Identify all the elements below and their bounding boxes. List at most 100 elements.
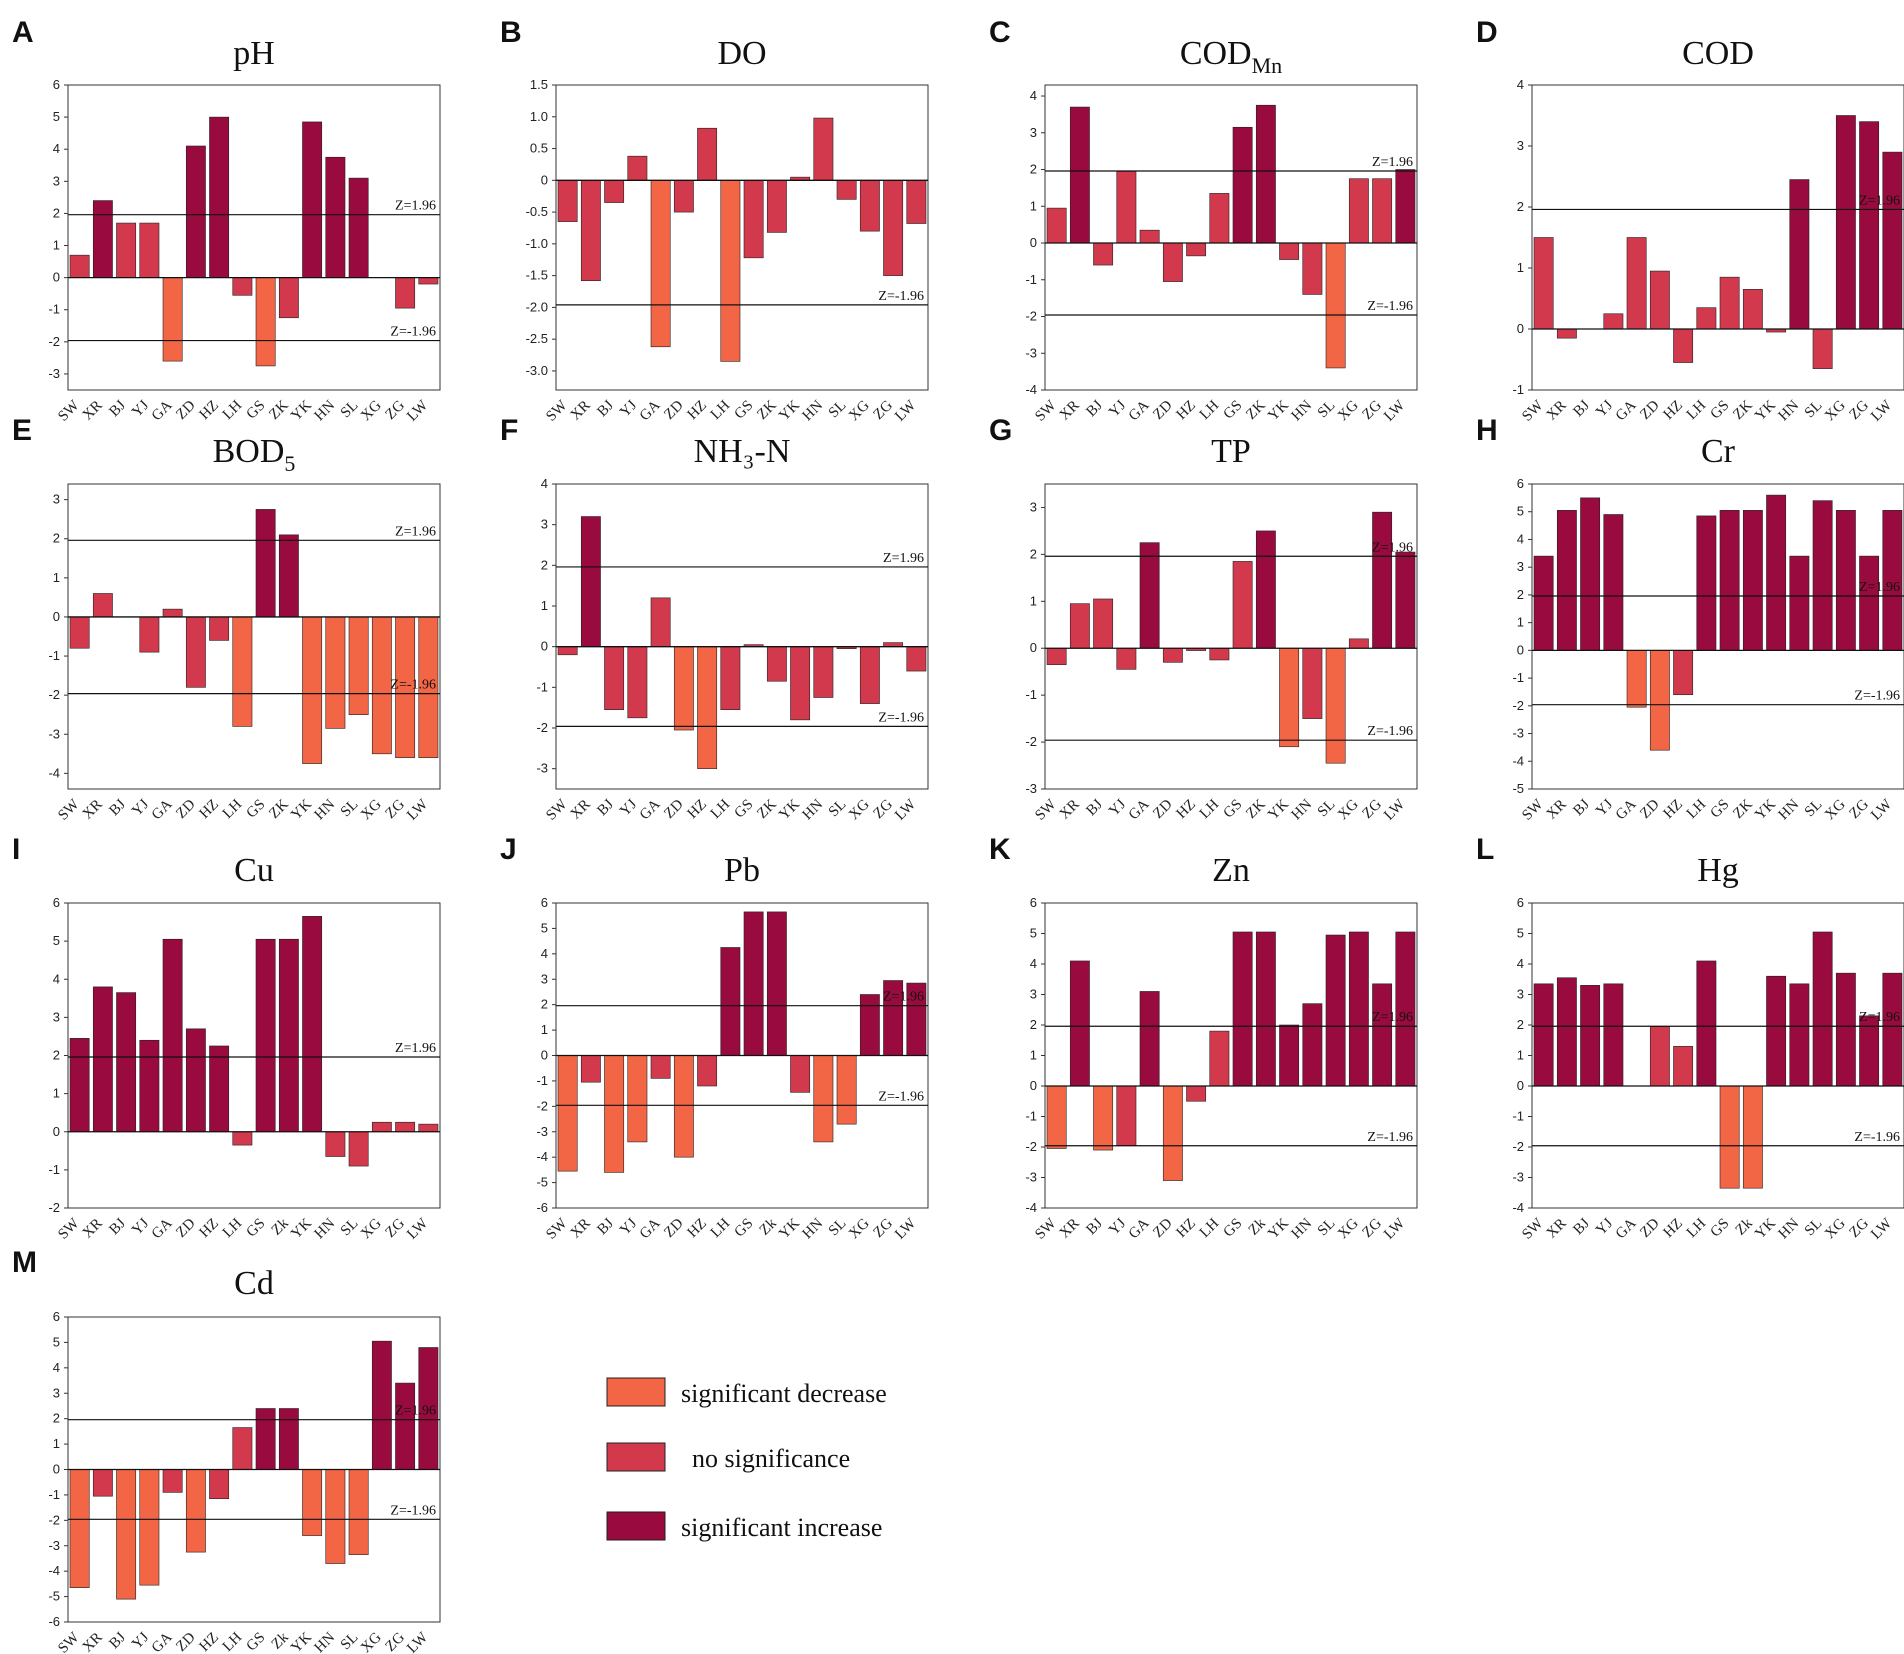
z-positive-label: Z=1.96: [1859, 580, 1900, 595]
legend-swatch-significant-decrease: [606, 1377, 666, 1407]
y-tick-label: -3: [48, 1538, 60, 1553]
chart-title: Cu: [234, 852, 274, 889]
x-tick-label: XR: [80, 1216, 106, 1242]
chart-title: Cr: [1701, 433, 1736, 470]
bar-zd: [1162, 647, 1183, 663]
bar-zg: [395, 1382, 416, 1470]
y-tick-label: 2: [53, 205, 60, 220]
bar-xg: [371, 1340, 392, 1470]
bar-gs: [743, 911, 764, 1056]
panel-letter-k: K: [989, 833, 1011, 866]
y-tick-label: 3: [1517, 559, 1524, 574]
panel-letter-m: M: [12, 1246, 37, 1279]
x-tick-label: ZD: [173, 1629, 199, 1654]
chart-title: Cd: [234, 1265, 274, 1302]
x-tick-label: SL: [1315, 797, 1339, 821]
x-tick-label: SW: [55, 796, 83, 824]
y-tick-label: -3: [1512, 726, 1524, 741]
y-tick-label: 4: [541, 946, 548, 961]
bar-xg: [1348, 178, 1369, 244]
y-tick-label: -1: [1025, 1109, 1037, 1124]
y-tick-label: 1: [541, 1022, 548, 1037]
y-tick-label: 0: [53, 609, 60, 624]
legend-label-no-significance: no significance: [692, 1444, 850, 1473]
bar-lh: [720, 947, 741, 1056]
x-tick-label: BJ: [1083, 1215, 1106, 1238]
x-tick-label: SW: [543, 397, 571, 425]
y-tick-label: -3: [1512, 1170, 1524, 1185]
x-tick-label: XR: [1057, 1216, 1083, 1242]
y-tick-label: -3.0: [526, 363, 548, 378]
y-tick-label: -1: [536, 679, 548, 694]
x-tick-label: HN: [1289, 796, 1316, 823]
x-tick-label: SW: [1519, 1215, 1547, 1243]
x-tick-label: YK: [776, 397, 803, 424]
bar-sw: [557, 180, 578, 222]
y-tick-label: 2: [53, 531, 60, 546]
bar-yj: [139, 616, 160, 653]
x-tick-label: XG: [846, 1215, 873, 1242]
x-tick-label: LH: [220, 796, 246, 822]
x-tick-label: ZG: [382, 1629, 408, 1654]
bar-zk: [1742, 510, 1763, 651]
bar-yj: [1603, 514, 1624, 651]
bar-sw: [69, 1469, 90, 1588]
z-positive-label: Z=1.96: [395, 1041, 436, 1056]
z-negative-label: Z=-1.96: [1854, 1130, 1900, 1145]
chart-title: CODMn: [1180, 35, 1282, 78]
bar-lh: [232, 1131, 253, 1146]
z-negative-label: Z=-1.96: [1367, 724, 1413, 739]
bar-ga: [1626, 237, 1647, 330]
z-negative-label: Z=-1.96: [1367, 1130, 1413, 1145]
y-tick-label: -2.0: [526, 299, 548, 314]
bar-xg: [1348, 638, 1369, 649]
y-tick-label: -4: [1025, 382, 1037, 397]
bar-xr: [1069, 106, 1090, 244]
x-tick-label: YJ: [129, 796, 152, 819]
x-tick-label: Zk: [269, 1215, 292, 1238]
y-tick-label: 2: [541, 557, 548, 572]
bar-zk: [1255, 104, 1276, 244]
y-tick-label: 0: [541, 1048, 548, 1063]
bar-lw: [418, 277, 439, 285]
x-tick-label: BJ: [106, 1215, 129, 1238]
z-negative-label: Z=-1.96: [390, 1503, 436, 1518]
x-tick-label: HZ: [1660, 398, 1685, 423]
bar-yj: [1116, 1085, 1137, 1146]
bar-ga: [650, 1055, 671, 1079]
bar-yk: [790, 1055, 811, 1093]
x-tick-label: LH: [708, 796, 734, 822]
x-tick-label: GA: [149, 1215, 176, 1242]
bar-hn: [325, 616, 346, 729]
y-tick-label: 6: [1517, 476, 1524, 491]
x-tick-label: ZK: [266, 397, 292, 423]
bar-sl: [348, 1469, 369, 1555]
plot-frame: [555, 483, 929, 790]
y-tick-label: -4: [1512, 1200, 1524, 1215]
y-tick-label: 0: [1517, 321, 1524, 336]
x-tick-label: GS: [1708, 797, 1733, 822]
x-tick-label: LH: [1197, 397, 1223, 423]
bar-xr: [1069, 603, 1090, 649]
bar-lw: [418, 1123, 439, 1133]
x-tick-label: YK: [288, 1629, 315, 1654]
x-tick-label: ZK: [1243, 796, 1269, 822]
x-tick-label: YJ: [1106, 1215, 1129, 1238]
y-tick-label: 1: [53, 1436, 60, 1451]
bar-xg: [1348, 931, 1369, 1087]
bar-xr: [580, 180, 601, 282]
x-tick-label: XR: [568, 398, 594, 424]
y-tick-label: -1: [48, 1162, 60, 1177]
bar-bj: [116, 992, 137, 1133]
bar-yj: [1603, 983, 1624, 1087]
x-tick-label: XR: [80, 1630, 106, 1654]
x-tick-label: YK: [288, 1215, 315, 1242]
x-tick-label: YJ: [1593, 796, 1616, 819]
bar-zd: [1162, 242, 1183, 282]
y-tick-label: 2: [541, 997, 548, 1012]
bar-sl: [1325, 647, 1346, 764]
bar-zk: [1255, 931, 1276, 1087]
chart-title: pH: [233, 35, 275, 72]
y-tick-label: -1: [1512, 382, 1524, 397]
